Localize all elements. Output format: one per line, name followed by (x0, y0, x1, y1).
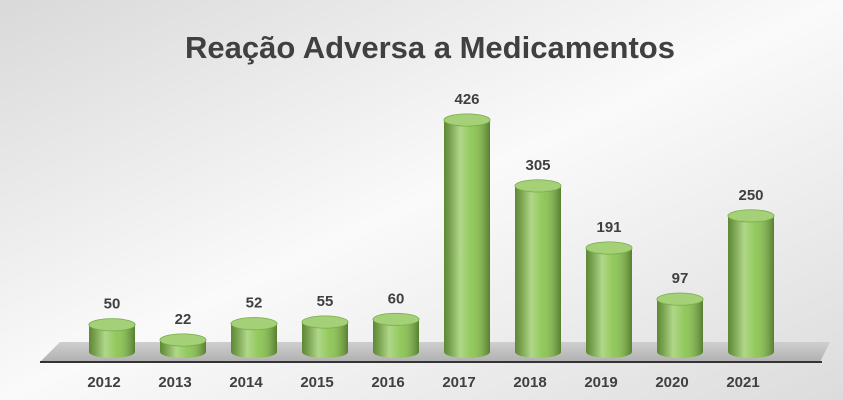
bar-top-light (89, 318, 135, 331)
data-label: 22 (175, 311, 192, 328)
bar-top (301, 315, 349, 329)
bar-top (585, 241, 633, 255)
data-label: 426 (454, 91, 479, 108)
data-label: 250 (738, 187, 763, 204)
bar-top (514, 179, 562, 193)
data-label: 50 (104, 296, 121, 313)
bar-shade (586, 247, 632, 352)
bar-top-light (302, 316, 348, 329)
bar-top-light (657, 293, 703, 306)
x-tick-label: 2020 (655, 374, 688, 391)
bar-top (372, 312, 420, 326)
x-tick-label: 2017 (442, 374, 475, 391)
bar-top-light (160, 334, 206, 347)
floor (40, 342, 830, 362)
x-tick-label: 2012 (87, 374, 120, 391)
data-label: 60 (388, 290, 405, 307)
bar-shade (657, 299, 703, 352)
bar-top (88, 318, 136, 332)
bar-shade (444, 120, 490, 352)
bar-shade (515, 185, 561, 352)
bar-top-light (515, 179, 561, 192)
data-label: 55 (317, 293, 334, 310)
bar-top-light (231, 317, 277, 330)
bar-top (230, 317, 278, 331)
x-tick-label: 2015 (300, 374, 333, 391)
x-tick-label: 2019 (584, 374, 617, 391)
bar-top-light (586, 241, 632, 254)
data-label: 191 (596, 219, 621, 236)
data-label: 52 (246, 295, 263, 312)
bar-top (727, 209, 775, 223)
x-tick-label: 2016 (371, 374, 404, 391)
bar-top-light (728, 209, 774, 222)
chart-title: Reação Adversa a Medicamentos (185, 30, 675, 65)
bar-top-light (373, 313, 419, 326)
x-tick-label: 2014 (229, 374, 263, 391)
data-label: 97 (672, 270, 689, 287)
x-tick-label: 2021 (726, 374, 759, 391)
bar-top (656, 292, 704, 306)
bar-shade (728, 215, 774, 352)
bar-top-light (444, 114, 490, 126)
bar-top (443, 113, 491, 127)
x-tick-label: 2018 (513, 374, 546, 391)
data-label: 305 (525, 157, 550, 174)
x-tick-label: 2013 (158, 374, 191, 391)
bar-top (159, 333, 207, 347)
